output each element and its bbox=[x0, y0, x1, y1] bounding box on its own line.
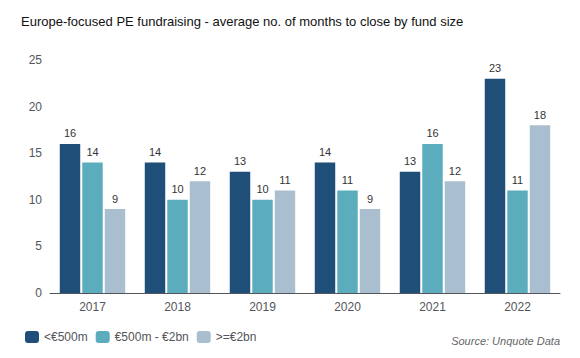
svg-text:Source: Unquote Data: Source: Unquote Data bbox=[451, 335, 560, 347]
svg-text:14: 14 bbox=[86, 146, 98, 158]
svg-text:2019: 2019 bbox=[249, 300, 276, 314]
svg-text:9: 9 bbox=[367, 193, 373, 205]
svg-text:16: 16 bbox=[64, 127, 76, 139]
svg-text:0: 0 bbox=[35, 286, 42, 300]
svg-text:<€500m: <€500m bbox=[44, 330, 88, 344]
svg-text:2020: 2020 bbox=[334, 300, 361, 314]
svg-text:14: 14 bbox=[319, 146, 331, 158]
svg-text:Europe-focused PE fundraising: Europe-focused PE fundraising - average … bbox=[21, 14, 463, 29]
svg-text:11: 11 bbox=[512, 174, 523, 186]
svg-text:16: 16 bbox=[426, 127, 438, 139]
svg-text:11: 11 bbox=[279, 174, 290, 186]
svg-text:25: 25 bbox=[29, 53, 43, 67]
svg-text:14: 14 bbox=[149, 146, 161, 158]
svg-text:13: 13 bbox=[404, 155, 416, 167]
svg-text:23: 23 bbox=[489, 62, 501, 74]
svg-text:10: 10 bbox=[29, 193, 43, 207]
svg-text:20: 20 bbox=[29, 100, 43, 114]
svg-text:15: 15 bbox=[29, 146, 43, 160]
svg-text:€500m - €2bn: €500m - €2bn bbox=[115, 330, 189, 344]
svg-text:2022: 2022 bbox=[504, 300, 531, 314]
svg-text:12: 12 bbox=[194, 165, 206, 177]
svg-text:>=€2bn: >=€2bn bbox=[216, 330, 257, 344]
svg-text:12: 12 bbox=[449, 165, 461, 177]
svg-text:11: 11 bbox=[342, 174, 353, 186]
svg-text:9: 9 bbox=[112, 193, 118, 205]
svg-text:5: 5 bbox=[35, 239, 42, 253]
svg-text:2017: 2017 bbox=[79, 300, 106, 314]
svg-text:10: 10 bbox=[256, 183, 268, 195]
svg-text:13: 13 bbox=[234, 155, 246, 167]
svg-text:18: 18 bbox=[534, 109, 546, 121]
svg-text:10: 10 bbox=[171, 183, 183, 195]
svg-text:2018: 2018 bbox=[164, 300, 191, 314]
svg-text:2021: 2021 bbox=[419, 300, 446, 314]
